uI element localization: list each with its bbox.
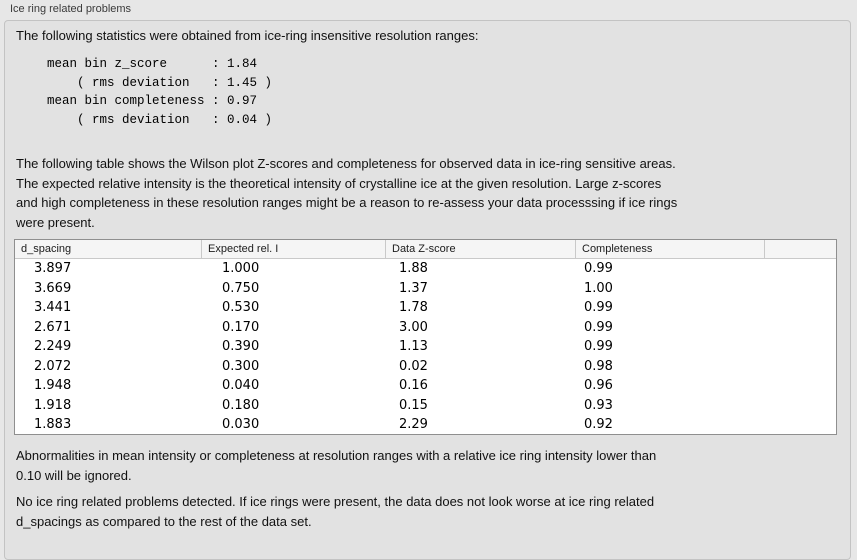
table-row[interactable]: 2.072 0.300 0.02 0.98 <box>15 357 836 377</box>
table-cell: 0.16 <box>399 378 428 394</box>
table-cell: 0.99 <box>584 319 613 335</box>
table-cell: 0.750 <box>222 280 260 296</box>
table-cell: 1.918 <box>34 397 72 413</box>
table-cell: 2.29 <box>399 417 428 433</box>
table-row[interactable]: 3.669 0.750 1.37 1.00 <box>15 279 836 299</box>
table-cell: 1.37 <box>399 280 428 296</box>
table-cell: 1.000 <box>222 261 260 277</box>
column-header-completeness[interactable]: Completeness <box>575 240 764 258</box>
table-cell: 0.98 <box>584 358 613 374</box>
column-header-data-z-score[interactable]: Data Z-score <box>385 240 575 258</box>
table-cell: 0.15 <box>399 397 428 413</box>
table-cell: 1.948 <box>34 378 72 394</box>
table-cell: 0.040 <box>222 378 260 394</box>
table-cell: 0.99 <box>584 339 613 355</box>
table-body: 3.897 1.000 1.88 0.99 3.669 0.750 1.37 1.00 3.44… <box>15 259 836 434</box>
column-header-expected-rel-i[interactable]: Expected rel. I <box>201 240 385 258</box>
table-cell: 0.96 <box>584 378 613 394</box>
ice-ring-table: d_spacing Expected rel. I Data Z-score C… <box>14 239 837 435</box>
table-cell: 0.93 <box>584 397 613 413</box>
table-cell: 1.88 <box>399 261 428 277</box>
table-header-row: d_spacing Expected rel. I Data Z-score C… <box>15 240 836 259</box>
conclusion-text: No ice ring related problems detected. I… <box>16 494 655 529</box>
table-cell: 0.530 <box>222 300 260 316</box>
panel-title: Ice ring related problems <box>10 3 132 15</box>
table-cell: 2.249 <box>34 339 72 355</box>
table-cell: 0.180 <box>222 397 260 413</box>
table-cell: 0.02 <box>399 358 428 374</box>
table-cell: 3.00 <box>399 319 428 335</box>
table-cell: 0.390 <box>222 339 260 355</box>
table-cell: 2.671 <box>34 319 72 335</box>
ice-ring-groupbox: The following statistics were obtained f… <box>4 20 851 560</box>
table-cell: 1.13 <box>399 339 428 355</box>
intro-text: The following statistics were obtained f… <box>16 28 479 43</box>
table-description-text: The following table shows the Wilson plo… <box>16 156 678 230</box>
table-row[interactable]: 1.948 0.040 0.16 0.96 <box>15 376 836 396</box>
column-header-empty <box>764 240 836 258</box>
table-cell: 0.030 <box>222 417 260 433</box>
column-header-d-spacing[interactable]: d_spacing <box>21 243 72 255</box>
table-cell: 1.78 <box>399 300 428 316</box>
table-row[interactable]: 1.918 0.180 0.15 0.93 <box>15 396 836 416</box>
table-cell: 0.92 <box>584 417 613 433</box>
table-cell: 0.300 <box>222 358 260 374</box>
table-cell: 2.072 <box>34 358 72 374</box>
table-cell: 0.170 <box>222 319 260 335</box>
table-row[interactable]: 2.249 0.390 1.13 0.99 <box>15 337 836 357</box>
table-cell: 1.883 <box>34 417 72 433</box>
table-row[interactable]: 1.883 0.030 2.29 0.92 <box>15 415 836 434</box>
table-row[interactable]: 3.441 0.530 1.78 0.99 <box>15 298 836 318</box>
table-cell: 3.897 <box>34 261 72 277</box>
table-cell: 0.99 <box>584 261 613 277</box>
table-cell: 3.441 <box>34 300 72 316</box>
table-cell: 1.00 <box>584 280 613 296</box>
ignored-note-text: Abnormalities in mean intensity or compl… <box>16 448 657 483</box>
table-row[interactable]: 3.897 1.000 1.88 0.99 <box>15 259 836 279</box>
table-row[interactable]: 2.671 0.170 3.00 0.99 <box>15 318 836 338</box>
table-cell: 3.669 <box>34 280 72 296</box>
statistics-block: mean bin z_score : 1.84 ( rms deviation … <box>47 57 273 127</box>
table-cell: 0.99 <box>584 300 613 316</box>
